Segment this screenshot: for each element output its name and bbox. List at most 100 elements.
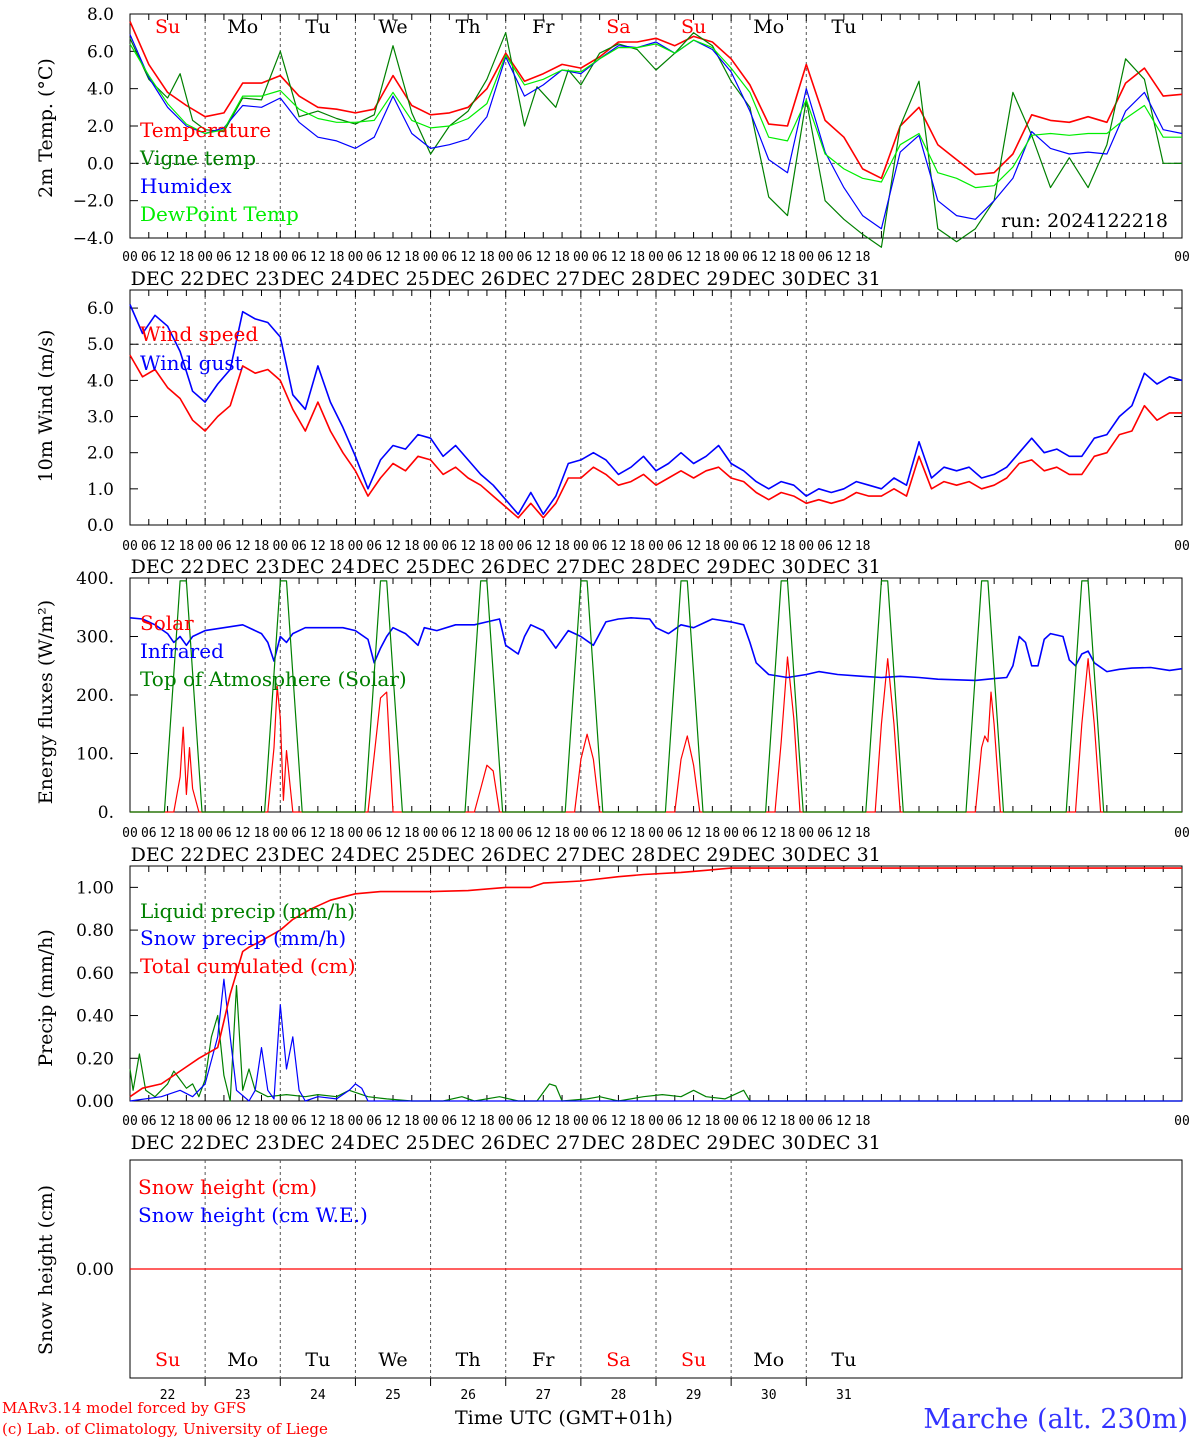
weekday-label: Mo (753, 16, 784, 38)
hour-tick-label: 18 (855, 1114, 871, 1129)
hour-tick-label: 06 (667, 1114, 683, 1129)
y-tick-label: 5.0 (87, 335, 114, 355)
y-tick-label: 0.0 (87, 154, 114, 174)
hour-tick-label: 18 (329, 1114, 345, 1129)
hour-tick-label: 00 (648, 250, 664, 265)
series-line-snow-precip-mm-h- (129, 978, 1182, 1102)
weekday-label: Sa (606, 1349, 630, 1371)
hour-tick-label: 00 (723, 1114, 739, 1129)
date-label: DEC 28 (581, 556, 655, 578)
hour-tick-label: 18 (780, 1114, 796, 1129)
date-label: DEC 27 (506, 1132, 580, 1154)
y-tick-label: 6.0 (87, 42, 114, 62)
hour-tick-label: 18 (554, 1114, 570, 1129)
legend-entry: Wind speed (140, 322, 258, 346)
day-number-label: 31 (836, 1388, 852, 1403)
hour-tick-label: 06 (141, 250, 157, 265)
weekday-label: Fr (532, 16, 555, 38)
hour-tick-label: 12 (160, 1114, 176, 1129)
day-number-label: 29 (686, 1388, 702, 1403)
hour-tick-label: 00 (648, 826, 664, 841)
date-label: DEC 26 (431, 1132, 505, 1154)
weekday-label: Mo (227, 16, 258, 38)
hour-tick-label: 00 (272, 539, 288, 554)
weekday-label: Tu (831, 1349, 856, 1371)
series-line-total-cumulated-cm- (129, 867, 1182, 1098)
weekday-label: Mo (227, 1349, 258, 1371)
y-tick-label: 2.0 (87, 117, 114, 137)
hour-tick-label: 18 (404, 1114, 420, 1129)
weekday-label: Mo (753, 1349, 784, 1371)
hour-tick-label: 06 (817, 539, 833, 554)
hour-tick-label: 06 (592, 1114, 608, 1129)
hour-tick-label: 06 (817, 1114, 833, 1129)
date-label: DEC 23 (206, 556, 280, 578)
hour-tick-label: 00 (498, 1114, 514, 1129)
date-label: DEC 27 (506, 556, 580, 578)
hour-tick-label: 06 (366, 1114, 382, 1129)
legend-entry: Temperature (140, 118, 271, 142)
hour-tick-label: 00 (1174, 826, 1190, 841)
hour-tick-label: 12 (310, 539, 326, 554)
hour-tick-label: 06 (592, 539, 608, 554)
hour-tick-label: 12 (160, 250, 176, 265)
day-number-label: 22 (160, 1388, 176, 1403)
day-number-label: 25 (385, 1388, 401, 1403)
hour-tick-label: 18 (329, 826, 345, 841)
day-number-label: 24 (310, 1388, 326, 1403)
hour-tick-label: 00 (573, 250, 589, 265)
legend-entry: Snow height (cm) (138, 1175, 317, 1199)
hour-tick-label: 18 (554, 250, 570, 265)
weekday-label: We (378, 1349, 407, 1371)
date-label: DEC 25 (356, 844, 430, 866)
hour-tick-label: 00 (1174, 250, 1190, 265)
hour-tick-label: 00 (272, 1114, 288, 1129)
model-credit: MARv3.14 model forced by GFS (2, 1399, 246, 1417)
legend-entry: Vigne temp (139, 146, 256, 170)
date-label: DEC 22 (131, 1132, 205, 1154)
time-axis-label: Time UTC (GMT+01h) (455, 1407, 673, 1429)
y-tick-label: 1.00 (76, 878, 114, 898)
hour-tick-label: 18 (479, 826, 495, 841)
date-label: DEC 31 (807, 268, 881, 290)
hour-tick-label: 06 (517, 539, 533, 554)
y-tick-label: 0. (98, 803, 114, 823)
hour-tick-label: 00 (197, 826, 213, 841)
date-label: DEC 25 (356, 268, 430, 290)
hour-tick-label: 12 (611, 1114, 627, 1129)
day-number-label: 28 (611, 1388, 627, 1403)
y-tick-label: −2.0 (73, 192, 114, 212)
hour-tick-label: 12 (310, 826, 326, 841)
hour-tick-label: 00 (348, 826, 364, 841)
weekday-label: Tu (305, 1349, 330, 1371)
hour-tick-label: 12 (310, 1114, 326, 1129)
hour-tick-label: 00 (648, 1114, 664, 1129)
hour-tick-label: 06 (517, 250, 533, 265)
hour-tick-label: 12 (235, 826, 251, 841)
hour-tick-label: 00 (1174, 539, 1190, 554)
hour-tick-label: 18 (780, 539, 796, 554)
run-label: run: 2024122218 (1001, 210, 1168, 232)
y-tick-label: 6.0 (87, 299, 114, 319)
weekday-label: Tu (305, 16, 330, 38)
hour-tick-label: 12 (460, 1114, 476, 1129)
hour-tick-label: 12 (686, 539, 702, 554)
hour-tick-label: 00 (798, 250, 814, 265)
y-tick-label: 0.60 (76, 964, 114, 984)
legend-entry: Solar (140, 611, 194, 635)
series-line-infrared (129, 617, 1183, 682)
weekday-label: Th (456, 1349, 481, 1371)
hour-tick-label: 18 (254, 539, 270, 554)
hour-tick-label: 12 (686, 1114, 702, 1129)
hour-tick-label: 06 (216, 250, 232, 265)
hour-tick-label: 00 (122, 826, 138, 841)
date-label: DEC 29 (657, 556, 731, 578)
hour-tick-label: 18 (629, 1114, 645, 1129)
hour-tick-label: 06 (291, 826, 307, 841)
legend-entry: Infrared (140, 639, 224, 663)
panel-5: 0.00 Snow height (cm) Snow height (cm) Snow… (35, 1159, 1183, 1403)
hour-tick-label: 00 (272, 250, 288, 265)
date-label: DEC 24 (281, 556, 355, 578)
hour-tick-label: 00 (723, 826, 739, 841)
